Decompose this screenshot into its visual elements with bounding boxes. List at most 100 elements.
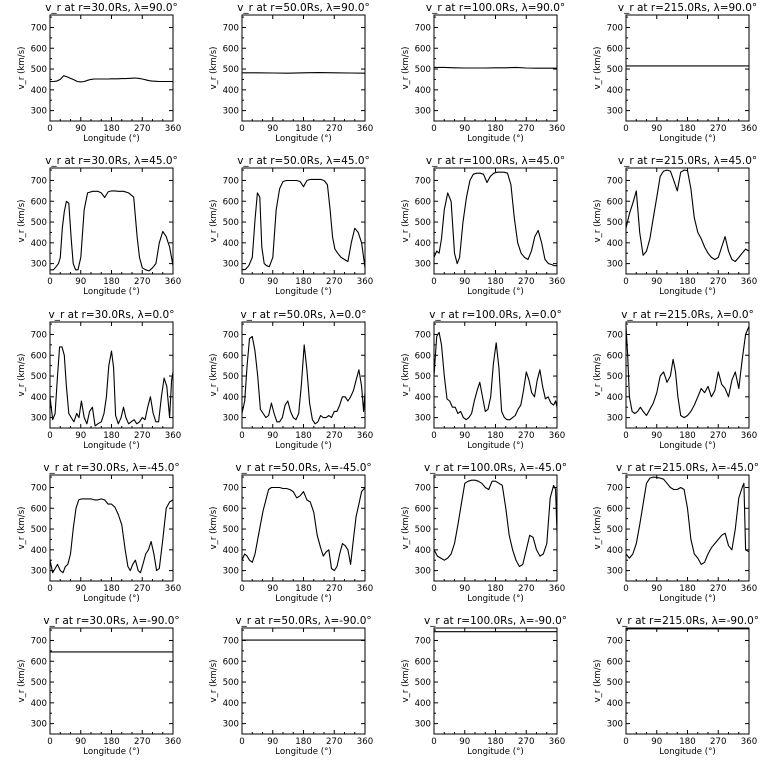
panel-title: v_r at r=215.0Rs, λ=0.0° — [621, 309, 754, 321]
y-tick-label: 300 — [415, 567, 431, 577]
x-tick-label: 0 — [47, 431, 52, 441]
y-tick-label: 500 — [31, 678, 47, 688]
y-tick-label: 500 — [31, 65, 47, 75]
y-tick-label: 700 — [31, 483, 47, 493]
x-tick-label: 0 — [623, 737, 628, 747]
y-tick-label: 400 — [31, 699, 47, 709]
x-tick-label: 90 — [651, 584, 662, 594]
y-tick-label: 600 — [607, 657, 623, 667]
plot-frame — [241, 474, 366, 582]
x-tick-label: 360 — [165, 277, 181, 287]
y-axis-label: v_r (km/s) — [593, 659, 603, 702]
x-tick-label: 0 — [239, 277, 244, 287]
y-tick-label: 600 — [223, 197, 239, 207]
y-tick-label: 700 — [607, 330, 623, 340]
x-tick-label: 180 — [103, 584, 119, 594]
y-axis-label: v_r (km/s) — [593, 46, 603, 89]
panel-title: v_r at r=30.0Rs, λ=90.0° — [45, 2, 178, 14]
y-tick-label: 700 — [223, 636, 239, 646]
y-tick-label: 400 — [223, 546, 239, 556]
y-tick-label: 700 — [31, 176, 47, 186]
x-tick-label: 360 — [741, 737, 757, 747]
x-tick-label: 270 — [326, 737, 342, 747]
y-tick-label: 400 — [607, 393, 623, 403]
x-tick-label: 180 — [487, 124, 503, 134]
y-tick-label: 700 — [31, 23, 47, 33]
panel-title: v_r at r=30.0Rs, λ=0.0° — [49, 309, 175, 321]
x-tick-label: 90 — [267, 124, 278, 134]
x-axis-label: Longitude (°) — [467, 441, 523, 451]
y-tick-label: 600 — [415, 351, 431, 361]
panel-title: v_r at r=100.0Rs, λ=-45.0° — [424, 462, 567, 474]
panel-title: v_r at r=100.0Rs, λ=-90.0° — [424, 615, 567, 627]
x-axis-label: Longitude (°) — [83, 594, 139, 604]
x-tick-label: 360 — [549, 277, 565, 287]
x-tick-label: 180 — [679, 431, 695, 441]
y-tick-label: 400 — [415, 86, 431, 96]
y-tick-label: 500 — [415, 372, 431, 382]
x-tick-label: 0 — [623, 124, 628, 134]
x-tick-label: 0 — [239, 431, 244, 441]
y-axis-label: v_r (km/s) — [209, 506, 219, 549]
y-tick-label: 500 — [415, 525, 431, 535]
plot-frame — [625, 167, 750, 275]
series-line — [241, 178, 366, 271]
plot-frame — [625, 627, 750, 735]
x-tick-label: 0 — [431, 584, 436, 594]
x-tick-label: 180 — [487, 431, 503, 441]
x-tick-label: 0 — [239, 124, 244, 134]
series-line — [433, 171, 557, 267]
x-tick-label: 360 — [357, 124, 373, 134]
y-tick-label: 400 — [223, 393, 239, 403]
x-axis-label: Longitude (°) — [659, 441, 715, 451]
x-tick-label: 360 — [165, 124, 181, 134]
plot-frame — [625, 14, 750, 122]
y-tick-label: 300 — [223, 260, 239, 270]
x-tick-label: 180 — [679, 277, 695, 287]
x-tick-label: 180 — [679, 584, 695, 594]
y-tick-label: 500 — [607, 65, 623, 75]
panel-title: v_r at r=50.0Rs, λ=90.0° — [237, 2, 370, 14]
y-tick-label: 300 — [607, 567, 623, 577]
panel-title: v_r at r=50.0Rs, λ=-45.0° — [235, 462, 371, 474]
x-tick-label: 360 — [165, 584, 181, 594]
y-tick-label: 600 — [31, 351, 47, 361]
y-tick-label: 600 — [31, 197, 47, 207]
y-axis-label: v_r (km/s) — [593, 506, 603, 549]
x-tick-label: 0 — [47, 277, 52, 287]
y-axis-label: v_r (km/s) — [17, 659, 27, 702]
x-tick-label: 180 — [679, 124, 695, 134]
x-tick-label: 360 — [357, 431, 373, 441]
x-tick-label: 90 — [459, 431, 470, 441]
x-tick-label: 180 — [295, 277, 311, 287]
y-tick-label: 400 — [223, 86, 239, 96]
x-tick-label: 180 — [103, 737, 119, 747]
y-axis-label: v_r (km/s) — [401, 46, 411, 89]
y-tick-label: 600 — [223, 44, 239, 54]
x-tick-label: 360 — [357, 737, 373, 747]
x-tick-label: 360 — [741, 584, 757, 594]
x-tick-label: 270 — [710, 584, 726, 594]
y-tick-label: 300 — [31, 720, 47, 730]
panel-title: v_r at r=50.0Rs, λ=45.0° — [237, 155, 370, 167]
x-tick-label: 360 — [549, 737, 565, 747]
x-tick-label: 90 — [75, 584, 86, 594]
y-tick-label: 500 — [31, 372, 47, 382]
y-tick-label: 400 — [415, 239, 431, 249]
y-tick-label: 600 — [607, 197, 623, 207]
y-tick-label: 600 — [31, 44, 47, 54]
x-tick-label: 0 — [239, 737, 244, 747]
panel-7: v_r at r=100.0Rs, λ=45.0° 0 90 180 270 360 300… — [401, 155, 565, 297]
y-tick-label: 500 — [415, 678, 431, 688]
y-axis-label: v_r (km/s) — [401, 659, 411, 702]
y-tick-label: 400 — [607, 86, 623, 96]
y-tick-label: 600 — [31, 504, 47, 514]
y-tick-label: 600 — [415, 44, 431, 54]
y-tick-label: 400 — [31, 239, 47, 249]
x-tick-label: 180 — [103, 277, 119, 287]
y-tick-label: 500 — [31, 525, 47, 535]
y-tick-label: 300 — [223, 107, 239, 117]
x-tick-label: 360 — [741, 431, 757, 441]
x-axis-label: Longitude (°) — [83, 441, 139, 451]
